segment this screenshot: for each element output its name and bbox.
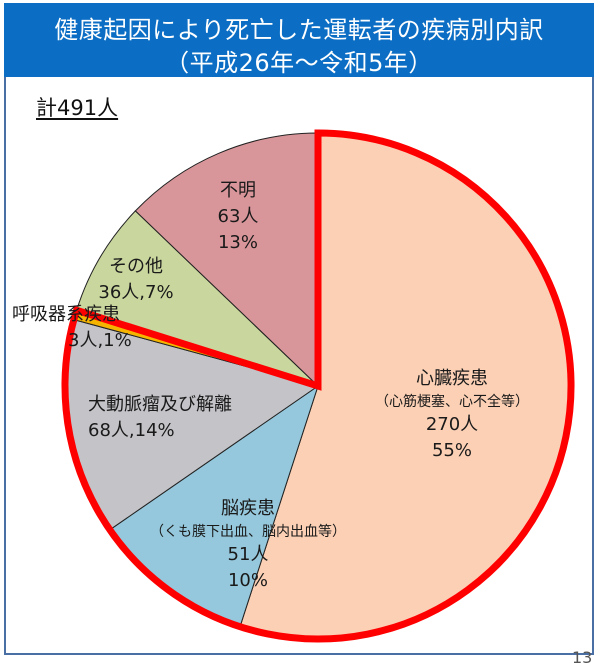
label-heart-detail: （心筋梗塞、心不全等） bbox=[375, 394, 529, 410]
slice-unknown bbox=[134, 132, 319, 388]
label-respiratory-name: 呼吸器系疾患 bbox=[12, 304, 120, 325]
label-brain: 脳疾患 （くも膜下出血、脳内出血等） 51人 10% bbox=[118, 496, 378, 594]
label-heart-pct: 55% bbox=[431, 440, 472, 461]
label-respiratory-count-pct: 3人,1% bbox=[68, 330, 132, 351]
chart-header: 健康起因により死亡した運転者の疾病別内訳 （平成26年～令和5年） bbox=[4, 3, 594, 77]
label-aorta-name: 大動脈瘤及び解離 bbox=[88, 394, 232, 415]
slide-frame bbox=[4, 3, 594, 655]
label-other: その他 36人,7% bbox=[86, 254, 186, 306]
label-other-count-pct: 36人,7% bbox=[98, 282, 174, 303]
label-heart: 心臓疾患 （心筋梗塞、心不全等） 270人 55% bbox=[352, 366, 552, 464]
label-unknown-name: 不明 bbox=[220, 180, 256, 201]
label-heart-name: 心臓疾患 bbox=[416, 368, 488, 389]
label-aorta: 大動脈瘤及び解離 68人,14% bbox=[88, 392, 232, 444]
label-brain-count: 51人 bbox=[227, 544, 269, 565]
chart-subtitle-period: （平成26年～令和5年） bbox=[165, 49, 433, 77]
total-count-label: 計491人 bbox=[36, 96, 119, 120]
label-heart-count: 270人 bbox=[425, 414, 479, 435]
label-other-name: その他 bbox=[109, 256, 163, 277]
highlight-outline bbox=[61, 129, 575, 643]
label-unknown-count: 63人 bbox=[217, 206, 259, 227]
label-aorta-count-pct: 68人,14% bbox=[88, 420, 175, 441]
chart-title: 健康起因により死亡した運転者の疾病別内訳 bbox=[54, 16, 544, 44]
label-respiratory: 呼吸器系疾患 3人,1% bbox=[12, 302, 142, 354]
label-brain-name: 脳疾患 bbox=[221, 498, 275, 519]
label-unknown: 不明 63人 13% bbox=[198, 178, 278, 256]
label-unknown-pct: 13% bbox=[217, 232, 258, 253]
page-number: 13 bbox=[572, 648, 593, 667]
label-brain-pct: 10% bbox=[227, 570, 268, 591]
label-brain-detail: （くも膜下出血、脳内出血等） bbox=[150, 524, 346, 540]
